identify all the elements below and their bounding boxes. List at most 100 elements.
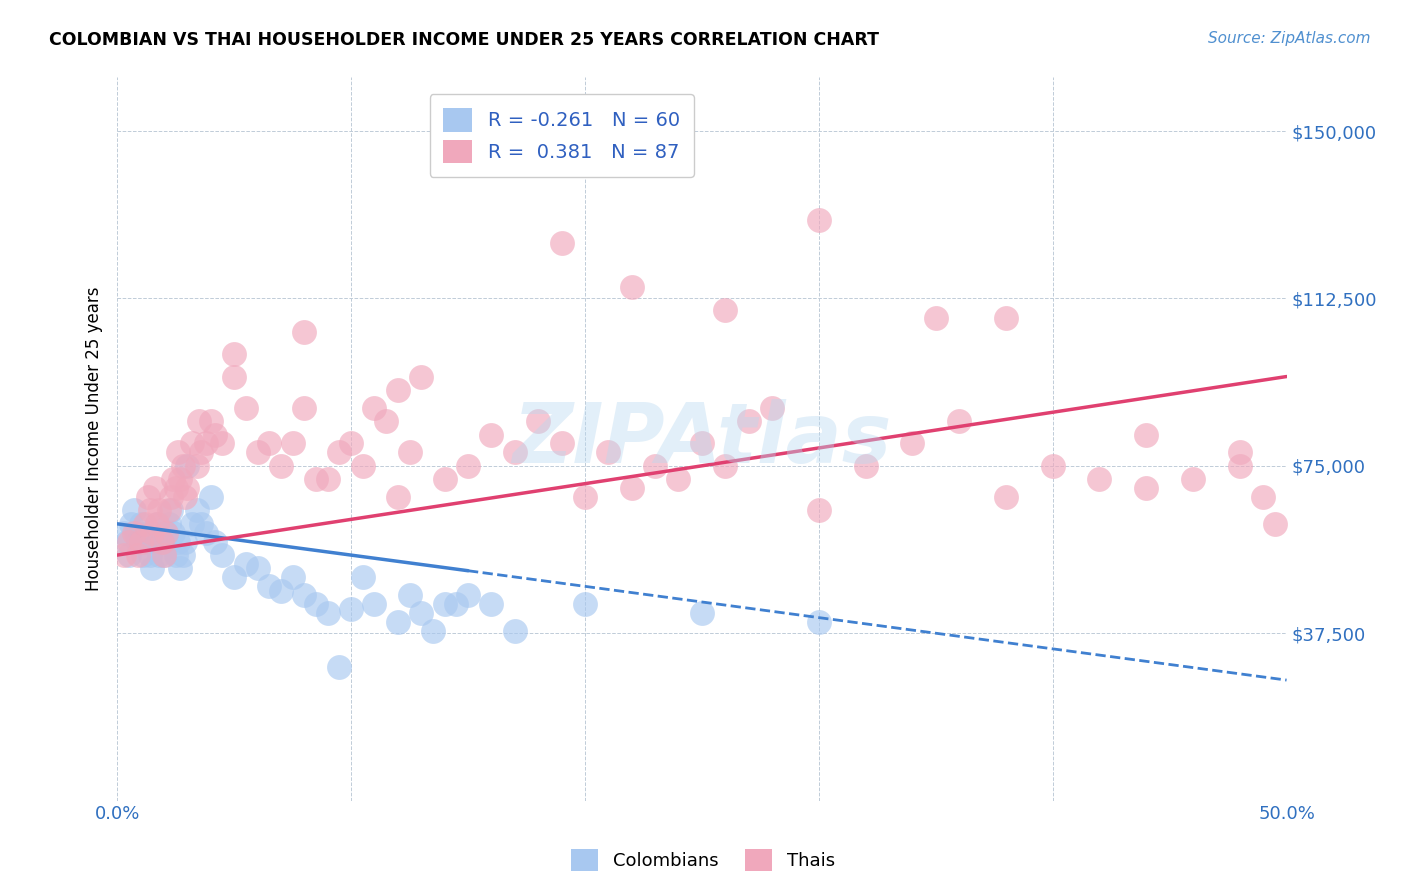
Point <box>479 427 502 442</box>
Point <box>176 481 198 495</box>
Point <box>1264 516 1286 531</box>
Point <box>433 472 456 486</box>
Point <box>148 548 170 562</box>
Point <box>136 490 159 504</box>
Point <box>387 490 409 504</box>
Point <box>257 579 280 593</box>
Point <box>112 548 135 562</box>
Text: COLOMBIAN VS THAI HOUSEHOLDER INCOME UNDER 25 YEARS CORRELATION CHART: COLOMBIAN VS THAI HOUSEHOLDER INCOME UND… <box>49 31 879 49</box>
Point <box>134 534 156 549</box>
Point <box>446 597 468 611</box>
Point <box>352 458 374 473</box>
Point <box>1135 481 1157 495</box>
Point <box>235 401 257 415</box>
Point <box>246 561 269 575</box>
Point <box>162 472 184 486</box>
Point <box>527 414 550 428</box>
Point <box>224 347 246 361</box>
Point <box>457 588 479 602</box>
Point <box>195 436 218 450</box>
Point <box>146 516 169 531</box>
Point <box>200 414 222 428</box>
Legend: R = -0.261   N = 60, R =  0.381   N = 87: R = -0.261 N = 60, R = 0.381 N = 87 <box>429 95 693 177</box>
Point <box>125 525 148 540</box>
Point <box>172 458 194 473</box>
Point <box>352 570 374 584</box>
Point <box>1251 490 1274 504</box>
Point <box>148 503 170 517</box>
Point <box>129 516 152 531</box>
Point <box>134 516 156 531</box>
Point <box>150 534 173 549</box>
Legend: Colombians, Thais: Colombians, Thais <box>564 842 842 879</box>
Point <box>620 481 643 495</box>
Point <box>224 570 246 584</box>
Y-axis label: Householder Income Under 25 years: Householder Income Under 25 years <box>86 287 103 591</box>
Point <box>598 445 620 459</box>
Point <box>316 472 339 486</box>
Point <box>174 490 197 504</box>
Point <box>714 458 737 473</box>
Point <box>398 588 420 602</box>
Point <box>211 436 233 450</box>
Point <box>200 490 222 504</box>
Point <box>143 481 166 495</box>
Point <box>235 557 257 571</box>
Point <box>620 280 643 294</box>
Text: Source: ZipAtlas.com: Source: ZipAtlas.com <box>1208 31 1371 46</box>
Point <box>479 597 502 611</box>
Point <box>457 458 479 473</box>
Point <box>328 445 350 459</box>
Point <box>574 597 596 611</box>
Point <box>150 534 173 549</box>
Point <box>115 534 138 549</box>
Point <box>211 548 233 562</box>
Point <box>807 615 830 629</box>
Point <box>155 525 177 540</box>
Point <box>503 624 526 638</box>
Point <box>157 503 180 517</box>
Point <box>167 445 190 459</box>
Point <box>761 401 783 415</box>
Point <box>925 311 948 326</box>
Point <box>176 458 198 473</box>
Point <box>433 597 456 611</box>
Point <box>901 436 924 450</box>
Point <box>550 235 572 250</box>
Point <box>160 490 183 504</box>
Point <box>139 503 162 517</box>
Point <box>292 588 315 602</box>
Point <box>118 548 141 562</box>
Point <box>411 369 433 384</box>
Point <box>165 548 187 562</box>
Point <box>160 503 183 517</box>
Point <box>690 606 713 620</box>
Point <box>257 436 280 450</box>
Point <box>503 445 526 459</box>
Point <box>132 548 155 562</box>
Point <box>574 490 596 504</box>
Point <box>644 458 666 473</box>
Point <box>316 606 339 620</box>
Point <box>165 481 187 495</box>
Point <box>122 525 145 540</box>
Point <box>807 503 830 517</box>
Point <box>169 472 191 486</box>
Point <box>994 311 1017 326</box>
Point <box>181 436 204 450</box>
Point <box>127 548 149 562</box>
Point <box>112 525 135 540</box>
Point <box>714 302 737 317</box>
Point <box>204 427 226 442</box>
Point <box>387 383 409 397</box>
Point <box>690 436 713 450</box>
Point <box>668 472 690 486</box>
Point <box>141 561 163 575</box>
Point <box>127 534 149 549</box>
Point <box>186 458 208 473</box>
Point <box>305 472 328 486</box>
Point <box>224 369 246 384</box>
Point <box>174 534 197 549</box>
Point <box>167 534 190 549</box>
Point <box>994 490 1017 504</box>
